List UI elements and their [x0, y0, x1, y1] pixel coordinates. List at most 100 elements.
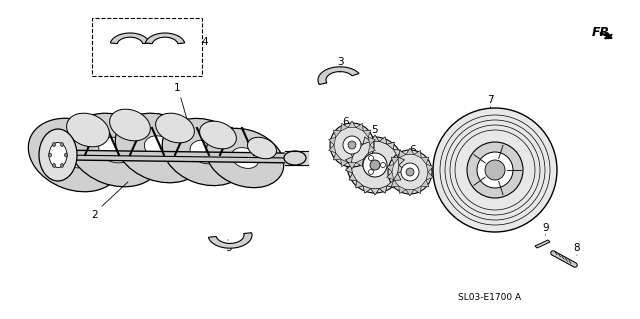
- Polygon shape: [368, 137, 376, 145]
- Polygon shape: [328, 137, 336, 145]
- Polygon shape: [397, 165, 404, 173]
- Ellipse shape: [190, 140, 220, 164]
- Ellipse shape: [68, 113, 162, 187]
- Ellipse shape: [232, 148, 259, 168]
- Ellipse shape: [284, 151, 306, 165]
- Polygon shape: [379, 137, 387, 144]
- Text: FR.: FR.: [592, 26, 615, 39]
- Polygon shape: [364, 153, 371, 160]
- Polygon shape: [406, 148, 414, 154]
- Polygon shape: [349, 173, 356, 181]
- Polygon shape: [349, 150, 356, 157]
- Ellipse shape: [65, 153, 67, 157]
- Text: 5: 5: [372, 125, 378, 135]
- Circle shape: [485, 160, 505, 180]
- Polygon shape: [145, 33, 185, 44]
- Polygon shape: [371, 189, 379, 195]
- FancyBboxPatch shape: [92, 18, 202, 76]
- Polygon shape: [356, 159, 364, 167]
- Ellipse shape: [156, 113, 195, 143]
- Polygon shape: [387, 142, 394, 150]
- Polygon shape: [356, 123, 364, 131]
- Polygon shape: [421, 157, 429, 164]
- Ellipse shape: [49, 143, 67, 167]
- Circle shape: [388, 150, 432, 194]
- Circle shape: [406, 168, 414, 176]
- Polygon shape: [110, 33, 150, 44]
- Ellipse shape: [39, 129, 77, 181]
- Circle shape: [369, 169, 374, 174]
- Polygon shape: [399, 150, 406, 158]
- Circle shape: [467, 142, 523, 198]
- Polygon shape: [356, 142, 363, 150]
- Polygon shape: [348, 163, 356, 169]
- Text: 3: 3: [337, 57, 343, 67]
- Text: SL03-E1700 A: SL03-E1700 A: [458, 293, 522, 302]
- Polygon shape: [387, 164, 394, 172]
- Polygon shape: [346, 165, 353, 173]
- Ellipse shape: [49, 153, 51, 157]
- Text: 6: 6: [410, 145, 416, 155]
- Text: 3: 3: [225, 243, 231, 253]
- Polygon shape: [340, 123, 348, 131]
- Polygon shape: [391, 180, 399, 187]
- Circle shape: [370, 160, 380, 170]
- Polygon shape: [406, 189, 414, 196]
- Circle shape: [381, 162, 385, 167]
- Ellipse shape: [115, 113, 205, 183]
- Polygon shape: [379, 186, 387, 193]
- Polygon shape: [333, 153, 340, 160]
- Text: 2: 2: [92, 210, 99, 220]
- Circle shape: [401, 163, 419, 181]
- Polygon shape: [397, 157, 404, 165]
- Text: 6: 6: [342, 117, 349, 127]
- Polygon shape: [364, 130, 371, 137]
- Ellipse shape: [67, 113, 109, 147]
- Polygon shape: [371, 135, 379, 141]
- Polygon shape: [535, 240, 550, 248]
- Circle shape: [477, 152, 513, 188]
- Polygon shape: [346, 157, 353, 165]
- Circle shape: [369, 156, 374, 160]
- Ellipse shape: [109, 109, 150, 141]
- Ellipse shape: [200, 121, 236, 149]
- Ellipse shape: [28, 118, 122, 192]
- Polygon shape: [414, 186, 421, 194]
- Polygon shape: [387, 181, 394, 188]
- Polygon shape: [318, 67, 359, 85]
- Text: 8: 8: [573, 243, 580, 253]
- Ellipse shape: [61, 143, 63, 147]
- Circle shape: [363, 153, 387, 177]
- Polygon shape: [363, 137, 371, 144]
- Polygon shape: [340, 159, 348, 167]
- Text: 7: 7: [486, 95, 493, 105]
- Polygon shape: [391, 157, 399, 164]
- Polygon shape: [426, 172, 433, 180]
- Circle shape: [347, 137, 403, 193]
- Text: 9: 9: [543, 223, 549, 233]
- Ellipse shape: [206, 128, 284, 188]
- Circle shape: [343, 136, 361, 154]
- Text: 4: 4: [97, 37, 103, 47]
- Polygon shape: [421, 180, 429, 187]
- Ellipse shape: [162, 118, 248, 186]
- Ellipse shape: [145, 136, 175, 160]
- Polygon shape: [348, 121, 356, 128]
- Polygon shape: [368, 145, 376, 153]
- Circle shape: [433, 108, 557, 232]
- Polygon shape: [399, 186, 406, 194]
- Polygon shape: [333, 130, 340, 137]
- Polygon shape: [394, 150, 401, 157]
- Polygon shape: [209, 233, 252, 248]
- Ellipse shape: [61, 163, 63, 167]
- Ellipse shape: [59, 142, 92, 168]
- Polygon shape: [356, 181, 363, 188]
- Polygon shape: [328, 145, 336, 153]
- Polygon shape: [414, 150, 421, 158]
- Circle shape: [330, 123, 374, 167]
- Circle shape: [348, 141, 356, 149]
- Ellipse shape: [52, 163, 56, 167]
- Ellipse shape: [52, 143, 56, 147]
- Text: 1: 1: [173, 83, 180, 93]
- Polygon shape: [426, 164, 433, 172]
